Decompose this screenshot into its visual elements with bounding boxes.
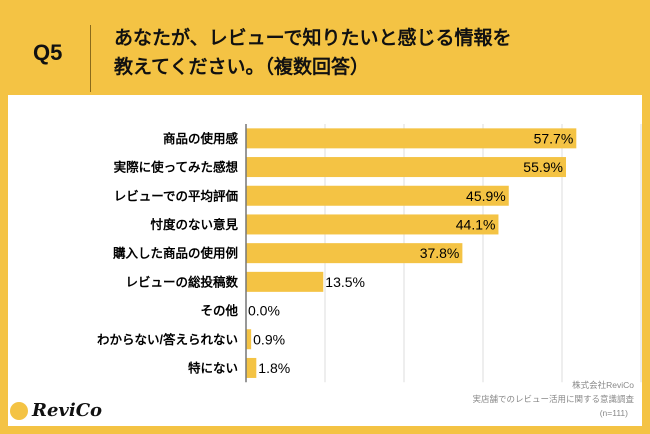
category-label: レビューでの平均評価 <box>114 188 239 203</box>
question-number: Q5 <box>33 40 63 65</box>
logo-bubble-icon <box>10 401 28 420</box>
header-divider <box>90 25 91 92</box>
title-line-1: あなたが、レビューで知りたいと感じる情報を <box>114 28 512 49</box>
bar <box>246 357 257 378</box>
value-label: 44.1% <box>456 216 496 232</box>
credit-company: 株式会社ReviCo <box>572 380 634 390</box>
reviCo-logo: ReviCo <box>10 400 102 421</box>
value-label: 13.5% <box>325 274 365 290</box>
bar <box>246 214 499 235</box>
category-label: 購入した商品の使用例 <box>112 246 238 261</box>
credit: 株式会社ReviCo 実店舗でのレビュー活用に関する意識調査 (n=111) <box>472 378 634 420</box>
credit-survey: 実店舗でのレビュー活用に関する意識調査 <box>472 394 634 404</box>
category-label: 忖度のない意見 <box>150 217 238 232</box>
category-label: 特にない <box>188 360 238 375</box>
value-label: 0.0% <box>248 303 280 319</box>
category-label: わからない/答えられない <box>97 332 238 347</box>
category-label: レビューの総投稿数 <box>125 274 238 289</box>
value-label: 1.8% <box>258 360 290 376</box>
value-label: 57.7% <box>534 130 574 146</box>
value-label: 45.9% <box>466 188 506 204</box>
bar <box>246 128 577 149</box>
credit-n: (n=111) <box>599 408 628 418</box>
value-label: 37.8% <box>420 245 460 261</box>
bar <box>246 271 324 292</box>
question-title: あなたが、レビューで知りたいと感じる情報を 教えてください。（複数回答） <box>114 24 594 82</box>
bar <box>246 157 567 178</box>
bar <box>246 243 463 264</box>
category-label: その他 <box>200 303 238 318</box>
bar <box>246 329 252 350</box>
title-line-2: 教えてください。（複数回答） <box>114 57 369 78</box>
logo-text: ReviCo <box>32 400 103 421</box>
category-label: 実際に使ってみた感想 <box>114 160 239 175</box>
bar <box>246 185 509 206</box>
category-label: 商品の使用感 <box>163 131 239 146</box>
value-label: 55.9% <box>523 159 563 175</box>
value-label: 0.9% <box>253 331 285 347</box>
